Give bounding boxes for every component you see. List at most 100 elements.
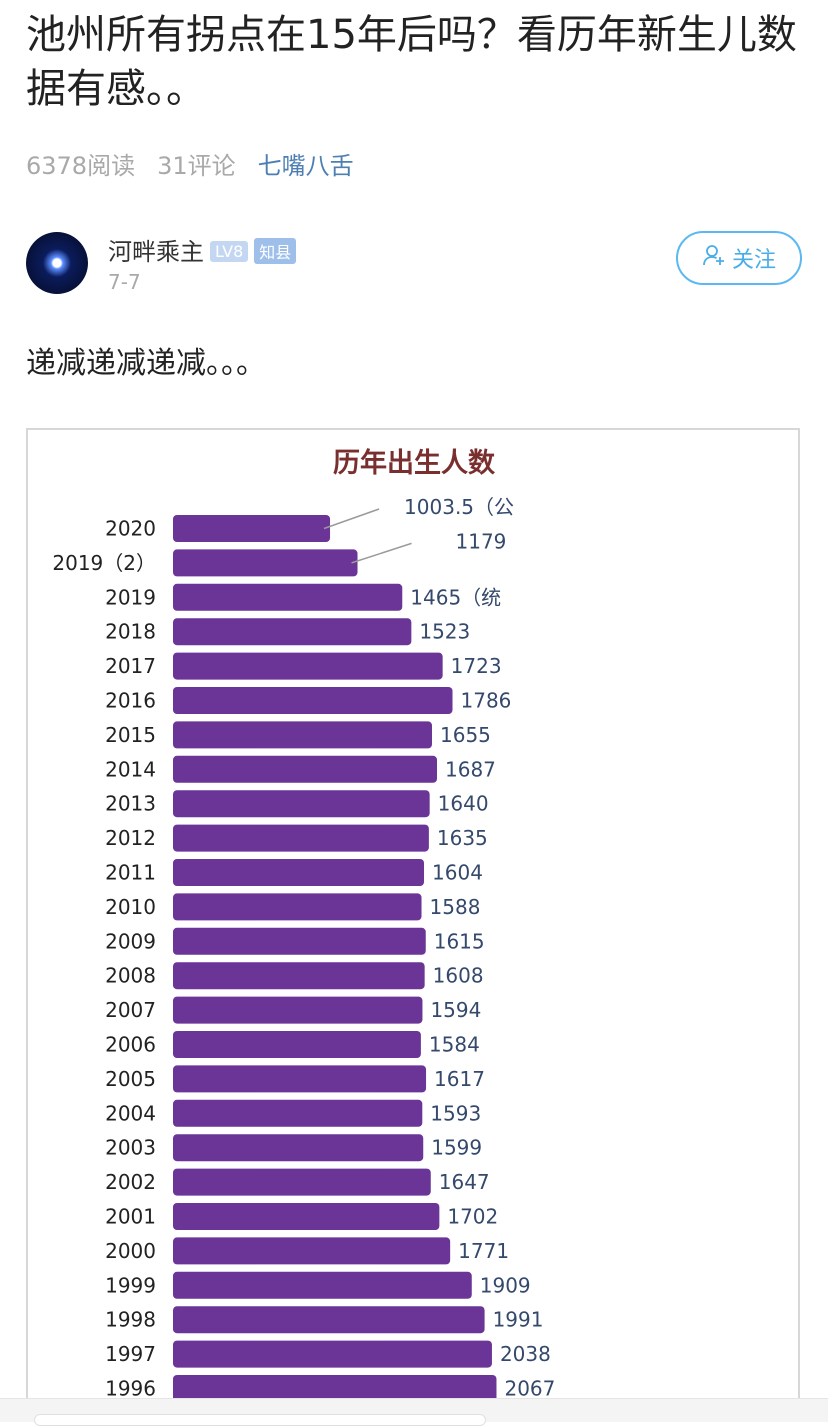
- bar: [173, 824, 429, 852]
- bar: [173, 652, 443, 680]
- tick-label: 2005: [105, 1067, 156, 1091]
- bar: [173, 1203, 440, 1230]
- tick-label: 2009: [105, 929, 156, 953]
- tick-label: 2020: [105, 517, 156, 541]
- tick-label: 2004: [105, 1101, 156, 1125]
- author-name-row: 河畔乘主 LV8 知县: [108, 232, 297, 267]
- data-label: 1991: [493, 1308, 544, 1332]
- data-label: 1702: [447, 1205, 498, 1229]
- image-fade-top-right: [608, 430, 798, 460]
- bar: [173, 583, 403, 611]
- data-label: 1617: [434, 1067, 485, 1091]
- data-label: 1771: [458, 1239, 509, 1263]
- follow-label: 关注: [731, 248, 776, 273]
- data-label: 1465（统: [410, 585, 501, 609]
- bar: [173, 755, 438, 783]
- tick-label: 2008: [105, 964, 156, 988]
- post-meta: 6378阅读 31评论 七嘴八舌: [26, 146, 354, 181]
- bar: [173, 927, 426, 955]
- tick-label: 2002: [105, 1170, 156, 1194]
- bar: [173, 996, 423, 1024]
- data-label: 1655: [440, 723, 491, 747]
- bar: [173, 1031, 421, 1058]
- post-date: 7-7: [108, 270, 141, 294]
- data-label: 1786: [461, 689, 512, 713]
- comment-input[interactable]: [34, 1414, 486, 1426]
- data-label: 1608: [433, 964, 484, 988]
- data-label: 1179: [456, 529, 507, 553]
- add-user-icon: [702, 243, 726, 273]
- bar: [173, 962, 425, 990]
- bar: [173, 1099, 423, 1127]
- tick-label: 1998: [105, 1308, 156, 1332]
- data-label: 1635: [437, 826, 488, 850]
- data-label: 1584: [429, 1033, 480, 1057]
- topic-link[interactable]: 七嘴八舌: [257, 152, 354, 180]
- tick-label: 2019（2）: [52, 551, 156, 575]
- avatar[interactable]: [26, 232, 88, 294]
- tick-label: 2003: [105, 1136, 156, 1160]
- data-label: 1647: [439, 1170, 490, 1194]
- author-name[interactable]: 河畔乘主: [108, 238, 204, 266]
- bar: [173, 721, 433, 749]
- data-label: 2067: [504, 1377, 555, 1401]
- tick-label: 1997: [105, 1342, 156, 1366]
- bar: [173, 1065, 427, 1093]
- chart-title: 历年出生人数: [333, 447, 496, 479]
- tick-label: 2011: [105, 861, 156, 885]
- data-label: 1723: [451, 654, 502, 678]
- data-label: 1599: [431, 1136, 482, 1160]
- tick-label: 1996: [105, 1377, 156, 1401]
- data-label: 1523: [419, 620, 470, 644]
- bar: [173, 1134, 424, 1162]
- data-label: 1588: [430, 895, 481, 919]
- tick-label: 2019: [105, 585, 156, 609]
- bar: [173, 1340, 492, 1368]
- tick-label: 2010: [105, 895, 156, 919]
- tick-label: 2016: [105, 689, 156, 713]
- bar: [173, 859, 425, 886]
- tick-label: 2007: [105, 998, 156, 1022]
- bar: [173, 549, 358, 577]
- chart-image: 历年出生人数 2020 1003.5（公 2019（2） 1179 2019 1465（统…: [26, 428, 800, 1421]
- tick-label: 2013: [105, 792, 156, 816]
- data-label: 1003.5（公: [404, 495, 514, 519]
- bar: [173, 1375, 497, 1402]
- title-badge: 知县: [254, 238, 297, 264]
- tick-label: 2017: [105, 654, 156, 678]
- data-label: 1687: [445, 757, 496, 781]
- data-label: 1640: [438, 792, 489, 816]
- tick-label: 2001: [105, 1205, 156, 1229]
- tick-label: 2014: [105, 757, 156, 781]
- tick-label: 2018: [105, 620, 156, 644]
- bar: [173, 687, 453, 714]
- data-label: 1604: [432, 861, 483, 885]
- callout-leader: [323, 508, 380, 530]
- tick-label: 2012: [105, 826, 156, 850]
- tick-label: 2006: [105, 1033, 156, 1057]
- author-block: 河畔乘主 LV8 知县 7-7 关注: [26, 228, 806, 298]
- follow-button[interactable]: 关注: [676, 231, 802, 285]
- bar: [173, 790, 430, 818]
- bar: [173, 515, 331, 542]
- bar: [173, 1306, 485, 1334]
- tick-label: 2015: [105, 723, 156, 747]
- read-count: 6378阅读: [26, 152, 136, 180]
- data-label: 1593: [430, 1101, 481, 1125]
- comment-count[interactable]: 31评论: [157, 152, 236, 180]
- tick-label: 1999: [105, 1273, 156, 1297]
- post-body: 递减递减递减。。。: [26, 346, 266, 381]
- bar: [173, 1271, 472, 1299]
- image-fade-right: [568, 490, 798, 630]
- data-label: 1909: [480, 1273, 531, 1297]
- tick-label: 2000: [105, 1239, 156, 1263]
- bar: [173, 893, 422, 921]
- post-title: 池州所有拐点在15年后吗？看历年新生儿数据有感。。: [26, 12, 797, 112]
- bar: [173, 1237, 451, 1265]
- level-badge: LV8: [210, 240, 249, 262]
- birth-chart: 历年出生人数 2020 1003.5（公 2019（2） 1179 2019 1465（统…: [52, 430, 798, 1402]
- callout-leader: [351, 542, 412, 564]
- bar: [173, 618, 412, 646]
- data-label: 2038: [500, 1342, 551, 1366]
- data-label: 1615: [434, 929, 485, 953]
